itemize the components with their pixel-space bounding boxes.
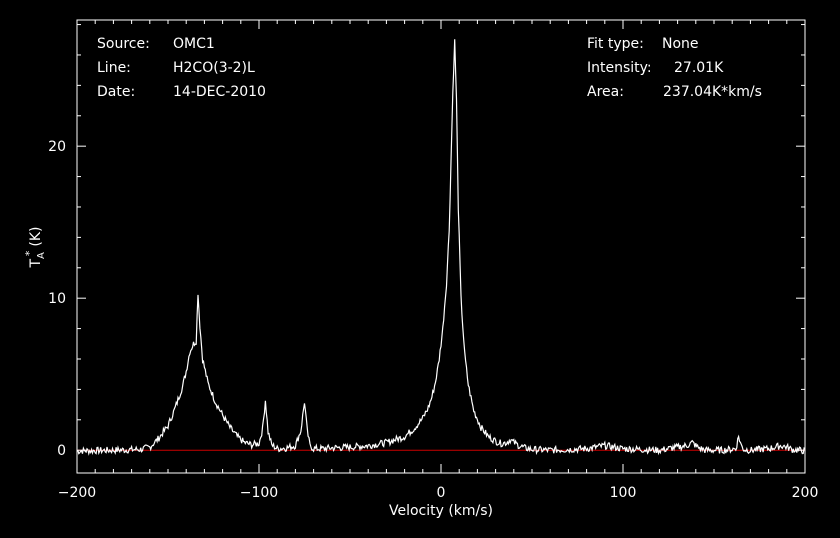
header-source-value: OMC1	[173, 36, 215, 52]
header-date-label: Date:	[97, 84, 136, 100]
header-source-label: Source:	[97, 36, 150, 52]
x-tick-label: −200	[58, 485, 96, 501]
header-intensity-label: Intensity:	[587, 60, 652, 76]
header-fit-value: None	[662, 36, 699, 52]
y-axis-label-subscript: A	[36, 252, 47, 259]
y-axis-label-superscript: *	[23, 250, 36, 256]
x-axis-label: Velocity (km/s)	[389, 503, 493, 519]
svg-text:TA*(K): TA* (K)	[23, 226, 47, 268]
header-intensity-value: 27.01K	[674, 60, 724, 76]
y-axis-label-symbol: T	[28, 259, 44, 269]
y-axis-ticks: 0 10 20	[48, 24, 805, 459]
spectrum-line	[76, 39, 806, 456]
x-tick-label: 0	[437, 485, 446, 501]
x-tick-label: 200	[792, 485, 819, 501]
y-tick-label: 20	[48, 139, 66, 155]
header-line-label: Line:	[97, 60, 131, 76]
x-tick-label: 100	[610, 485, 637, 501]
y-tick-label: 10	[48, 291, 66, 307]
header-line-value: H2CO(3-2)L	[173, 60, 255, 76]
header-area-value: 237.04K*km/s	[663, 84, 762, 100]
y-tick-label: 0	[57, 443, 66, 459]
header-date-value: 14-DEC-2010	[173, 84, 266, 100]
y-axis-label: TA* (K)	[23, 226, 47, 268]
x-tick-label: −100	[240, 485, 278, 501]
x-axis-ticks: −200 −100 0 100 200	[58, 20, 819, 501]
header-area-label: Area:	[587, 84, 624, 100]
header-fit-label: Fit type:	[587, 36, 644, 52]
y-axis-label-unit: (K)	[28, 226, 44, 246]
